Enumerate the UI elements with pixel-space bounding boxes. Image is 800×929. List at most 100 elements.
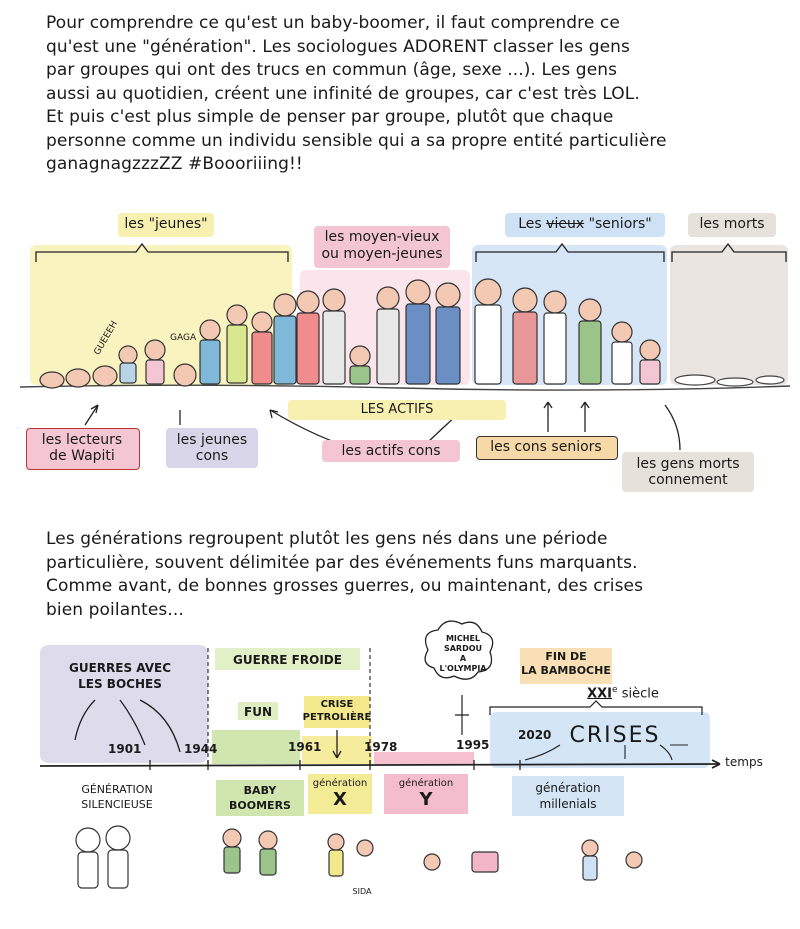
label-guerre-froide: GUERRE FROIDE bbox=[233, 653, 342, 667]
morts-connement-label-bg bbox=[622, 452, 754, 492]
label-fin-bamboche: FIN DE LA BAMBOCHE bbox=[520, 650, 612, 678]
label-sardou: MICHEL SARDOU A L'OLYMPIA bbox=[428, 634, 498, 674]
fun-zone bbox=[212, 730, 300, 764]
seniors-label-bg bbox=[505, 213, 665, 237]
label-silencieuse-line: SILENCIEUSE bbox=[81, 798, 153, 811]
label-actifs-cons: les actifs cons bbox=[341, 443, 441, 459]
label-crise-line: PETROLIÈRE bbox=[302, 712, 372, 723]
label-bb-line: BABY bbox=[243, 784, 277, 797]
xxi-bracket bbox=[489, 700, 703, 715]
seniors bbox=[474, 278, 661, 385]
label-crise-line: CRISE bbox=[320, 699, 354, 710]
crowd-illustration bbox=[19, 242, 791, 451]
label-sardou-line: SARDOU bbox=[443, 644, 483, 653]
year-label: 1978 bbox=[364, 740, 398, 754]
intro-line: qu'est une "génération". Les sociologues… bbox=[46, 36, 631, 57]
label-cons-seniors: les cons seniors bbox=[490, 439, 602, 455]
label-gen-x: génération X bbox=[308, 776, 372, 810]
label-morts: les morts bbox=[699, 216, 765, 232]
morts-label-bg bbox=[688, 213, 776, 237]
label-jeunes-cons: les jeunes cons bbox=[166, 432, 258, 464]
label-sida: SIDA bbox=[352, 887, 372, 896]
label-gen-baby-boomers: BABY BOOMERS bbox=[216, 783, 304, 813]
label-guerres-line: LES BOCHES bbox=[78, 677, 162, 691]
generation-figures bbox=[75, 825, 643, 889]
seniors-bracket bbox=[475, 242, 665, 262]
label-siecle-word: siècle bbox=[621, 686, 659, 702]
jeunes-label-bg bbox=[118, 213, 214, 237]
morts-zone bbox=[670, 245, 788, 385]
label-siecle-sup: e bbox=[612, 685, 618, 695]
moyens-label-bg bbox=[314, 226, 450, 268]
second-line: bien poilantes... bbox=[46, 599, 184, 620]
label-lecteurs-line: de Wapiti bbox=[49, 448, 115, 464]
year-label: 1944 bbox=[184, 742, 218, 756]
label-mill-line: millenials bbox=[539, 797, 597, 811]
label-jeunes: les "jeunes" bbox=[124, 216, 208, 232]
axis-arrowhead bbox=[711, 759, 721, 769]
label-crises: CRISES bbox=[569, 723, 661, 748]
actifs-label-bg bbox=[288, 400, 506, 420]
ground-line bbox=[19, 384, 791, 391]
actifs-cons-label-bg bbox=[322, 440, 460, 462]
label-siecle-num: XXI bbox=[587, 686, 613, 702]
label-moyens: les moyen-vieux ou moyen-jeunes bbox=[314, 229, 450, 263]
year-label: 1995 bbox=[456, 738, 490, 752]
axis-label-temps: temps bbox=[725, 755, 763, 769]
jeunes-cons-label-bg bbox=[166, 428, 258, 468]
intro-paragraph: Pour comprendre ce qu'est un baby-boomer… bbox=[46, 12, 776, 177]
label-mill-line: génération bbox=[535, 781, 601, 795]
second-line: Les générations regroupent plutôt les ge… bbox=[46, 529, 608, 549]
label-morts-connement: les gens morts connement bbox=[622, 456, 754, 488]
label-seniors-struck: vieux bbox=[546, 216, 585, 232]
crise-arrow bbox=[332, 730, 342, 759]
label-jeunes-cons-line: cons bbox=[195, 448, 229, 464]
label-lecteurs: les lecteurs de Wapiti bbox=[26, 432, 138, 464]
label-gen-millenials: génération millenials bbox=[512, 780, 624, 812]
label-x-small: génération bbox=[312, 778, 368, 789]
label-sardou-line: A bbox=[459, 654, 467, 663]
intro-line: Pour comprendre ce qu'est un baby-boomer… bbox=[46, 13, 620, 33]
second-line: particulière, souvent délimitée par des … bbox=[46, 552, 638, 573]
label-sardou-line: L'OLYMPIA bbox=[439, 664, 487, 673]
label-morts-connement-line: connement bbox=[648, 472, 728, 488]
timeline-axis bbox=[39, 763, 721, 767]
label-gen-y: génération Y bbox=[384, 776, 468, 810]
intro-line: Et puis c'est plus simple de penser par … bbox=[46, 107, 614, 127]
label-moyens-line: ou moyen-jeunes bbox=[321, 246, 443, 262]
label-moyens-line: les moyen-vieux bbox=[324, 229, 440, 245]
label-seniors-suffix: "seniors" bbox=[588, 216, 652, 232]
dead-figures bbox=[674, 374, 785, 387]
morts-bracket bbox=[671, 242, 787, 262]
label-silencieuse-line: GÉNÉRATION bbox=[81, 783, 153, 796]
label-lecteurs-line: les lecteurs bbox=[41, 432, 123, 448]
intro-line: personne comme un individu sensible qui … bbox=[46, 130, 667, 151]
label-guerres-line: GUERRES AVEC bbox=[68, 661, 172, 675]
year-label: 2020 bbox=[518, 728, 552, 742]
label-guerres: GUERRES AVEC LES BOCHES bbox=[50, 660, 190, 692]
label-y-small: génération bbox=[398, 778, 454, 789]
bubble-gaga: GAGA bbox=[170, 333, 197, 343]
label-sardou-line: MICHEL bbox=[445, 634, 481, 643]
year-label: 1901 bbox=[108, 742, 142, 756]
label-crise-petroliere: CRISE PETROLIÈRE bbox=[302, 698, 372, 724]
label-seniors: Les vieux "seniors" bbox=[505, 216, 665, 233]
mushroom-stem bbox=[455, 695, 469, 735]
babies bbox=[39, 339, 197, 389]
cons-seniors-label-bg bbox=[476, 436, 618, 460]
label-siecle: XXIe siècle bbox=[568, 682, 678, 702]
label-bamboche-line: LA BAMBOCHE bbox=[521, 664, 611, 677]
year-label: 1961 bbox=[288, 740, 322, 754]
label-bb-line: BOOMERS bbox=[229, 799, 291, 812]
label-bamboche-line: FIN DE bbox=[545, 650, 587, 663]
intro-line: ganagnagzzzZZ #Boooriiing!! bbox=[46, 154, 303, 174]
kids bbox=[199, 293, 297, 385]
label-x-big: X bbox=[333, 789, 347, 810]
label-fun: FUN bbox=[244, 705, 272, 719]
axis-ticks bbox=[149, 760, 521, 770]
intro-line: aussi au quotidien, créent une infinité … bbox=[46, 83, 640, 104]
label-y-big: Y bbox=[419, 789, 433, 810]
label-morts-connement-line: les gens morts bbox=[636, 456, 740, 472]
label-actifs: LES ACTIFS bbox=[360, 402, 434, 417]
adults bbox=[296, 279, 461, 385]
